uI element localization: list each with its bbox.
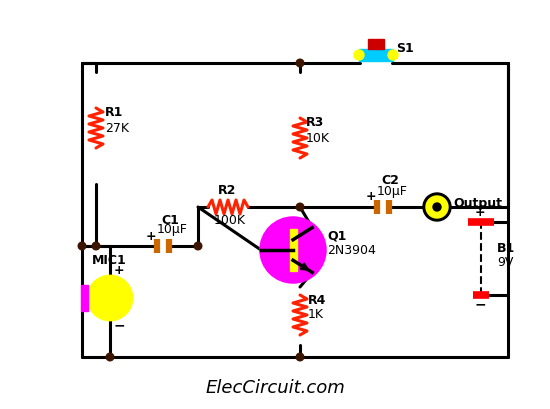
Bar (359, 49, 393, 61)
Circle shape (388, 50, 398, 60)
Circle shape (92, 242, 100, 250)
Circle shape (88, 276, 132, 320)
Text: C2: C2 (381, 175, 399, 187)
Text: −: − (474, 297, 486, 311)
Text: R2: R2 (218, 184, 236, 198)
Text: 10μF: 10μF (377, 184, 408, 198)
Circle shape (433, 203, 441, 211)
Bar (368, 39, 384, 49)
Text: 27K: 27K (105, 121, 129, 135)
Text: +: + (114, 263, 125, 276)
Circle shape (194, 242, 202, 250)
Circle shape (423, 193, 451, 221)
Text: +: + (366, 191, 376, 204)
Circle shape (426, 196, 448, 218)
Text: −: − (114, 318, 125, 332)
Text: S1: S1 (396, 43, 414, 56)
Circle shape (261, 218, 325, 282)
Text: 100K: 100K (214, 214, 246, 227)
Text: B1: B1 (497, 242, 515, 255)
Text: +: + (475, 207, 485, 220)
Text: C1: C1 (161, 213, 179, 227)
Text: 2N3904: 2N3904 (327, 243, 376, 256)
Text: 10μF: 10μF (157, 223, 188, 236)
Text: 10K: 10K (306, 132, 330, 144)
Text: 9V: 9V (497, 256, 513, 269)
Text: R1: R1 (105, 106, 123, 119)
Text: 1K: 1K (308, 308, 324, 321)
Circle shape (296, 203, 304, 211)
Circle shape (296, 353, 304, 361)
Text: R3: R3 (306, 115, 324, 128)
Text: Q1: Q1 (327, 229, 346, 243)
Circle shape (296, 59, 304, 67)
Circle shape (106, 353, 114, 361)
Bar (81, 285, 88, 311)
Text: Output: Output (453, 196, 502, 209)
Text: MIC1: MIC1 (92, 254, 126, 267)
Circle shape (354, 50, 364, 60)
Bar (289, 229, 296, 271)
Circle shape (78, 242, 86, 250)
Text: R4: R4 (308, 294, 326, 308)
Text: +: + (146, 229, 156, 243)
Text: ElecCircuit.com: ElecCircuit.com (205, 379, 345, 397)
